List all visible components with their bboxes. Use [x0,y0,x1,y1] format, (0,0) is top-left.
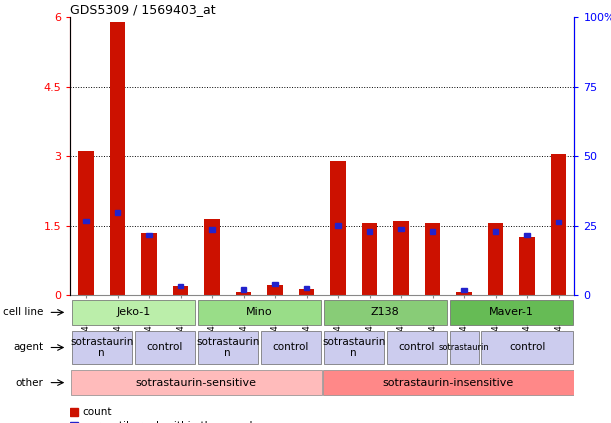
Bar [109,22,125,295]
Bar [299,289,315,295]
Bar [134,331,195,364]
Bar [362,223,378,295]
Bar [335,223,341,228]
Text: percentile rank within the sample: percentile rank within the sample [82,421,258,423]
Bar [367,229,372,233]
Text: other: other [16,378,44,387]
Bar [141,233,157,295]
Text: agent: agent [13,343,44,352]
Bar [430,229,436,233]
Bar [197,300,321,325]
Text: sotrastaurin
n: sotrastaurin n [322,337,386,358]
Text: Jeko-1: Jeko-1 [116,308,150,317]
Bar [173,286,188,295]
Bar [323,370,574,395]
Bar [524,233,530,237]
Bar [481,331,573,364]
Bar [519,237,535,295]
Bar [71,370,321,395]
Text: Maver-1: Maver-1 [489,308,534,317]
Bar [556,220,562,224]
Bar [146,233,152,237]
Text: sotrastaurin-sensitive: sotrastaurin-sensitive [136,378,257,387]
Text: control: control [398,343,435,352]
Text: control: control [509,343,545,352]
Bar [398,227,404,231]
Bar [324,331,384,364]
Text: cell line: cell line [3,308,44,317]
Bar [260,331,321,364]
Bar [70,422,78,423]
Bar [330,161,346,295]
Text: sotrastaurin
n: sotrastaurin n [70,337,133,358]
Bar [273,282,278,286]
Text: Mino: Mino [246,308,273,317]
Bar [461,288,467,292]
Bar [324,300,447,325]
Bar [387,331,447,364]
Bar [450,300,573,325]
Bar [488,223,503,295]
Bar [197,331,258,364]
Text: GDS5309 / 1569403_at: GDS5309 / 1569403_at [70,3,216,16]
Bar [450,331,478,364]
Bar [204,219,220,295]
Text: sotrastaurin
n: sotrastaurin n [196,337,260,358]
Text: count: count [82,407,112,417]
Bar [425,223,441,295]
Bar [78,151,94,295]
Bar [456,291,472,295]
Bar [492,229,499,233]
Bar [267,285,283,295]
Bar [115,210,120,215]
Bar [70,408,78,417]
Bar [71,331,132,364]
Text: sotrastaurin: sotrastaurin [439,343,489,352]
Bar [178,284,183,288]
Bar [551,154,566,295]
Bar [209,227,215,232]
Bar [71,300,195,325]
Bar [241,287,246,292]
Bar [304,286,309,290]
Bar [236,291,251,295]
Text: control: control [273,343,309,352]
Bar [83,219,89,223]
Bar [393,221,409,295]
Text: control: control [147,343,183,352]
Text: Z138: Z138 [371,308,400,317]
Text: sotrastaurin-insensitive: sotrastaurin-insensitive [382,378,514,387]
